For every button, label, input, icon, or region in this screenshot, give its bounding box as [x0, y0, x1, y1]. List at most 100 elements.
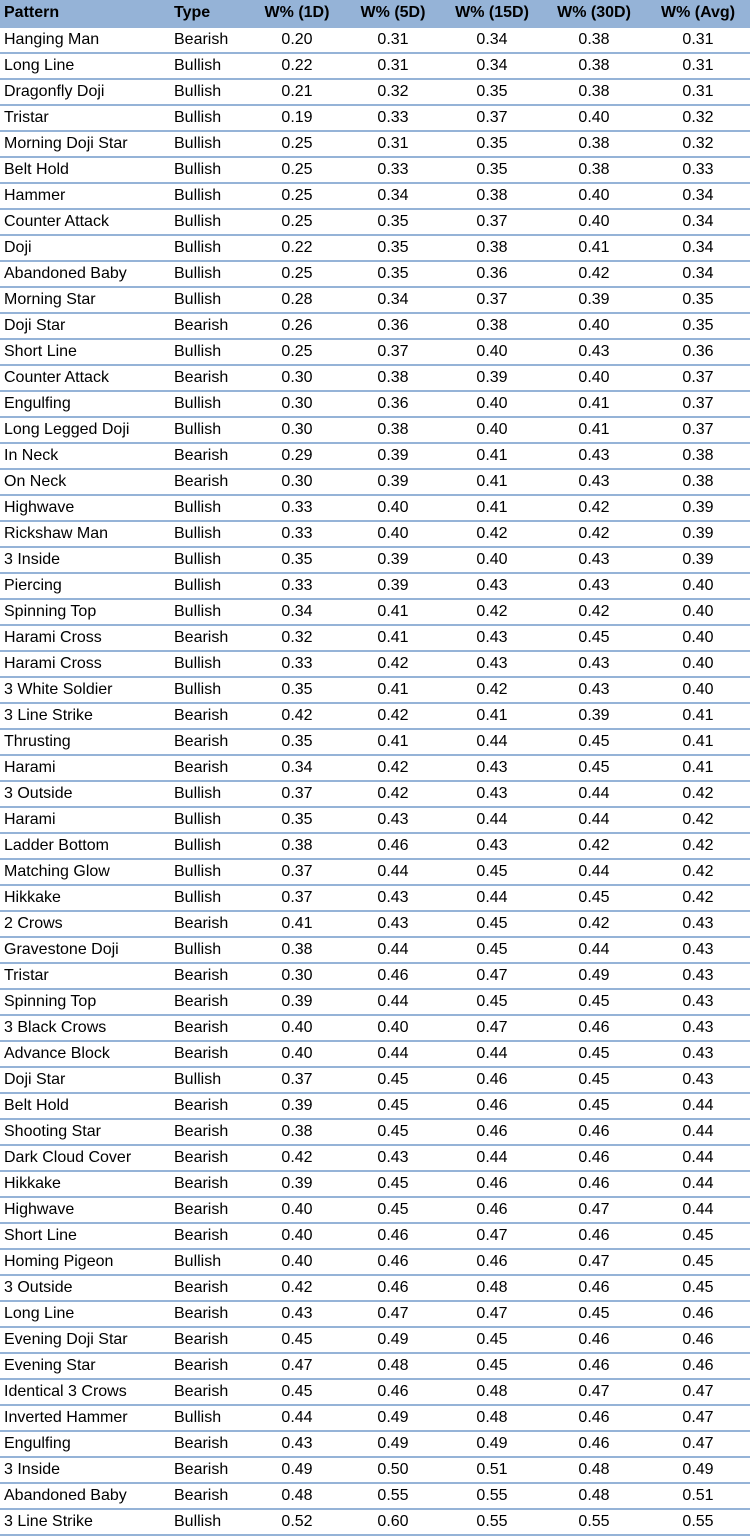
win-5d-cell: 0.49 — [344, 1405, 442, 1432]
table-row: Identical 3 Crows Bearish 0.45 0.46 0.48 0.47… — [0, 1379, 750, 1406]
win-avg-cell: 0.42 — [646, 807, 750, 834]
win-5d-cell: 0.46 — [344, 1379, 442, 1406]
win-avg-cell: 0.34 — [646, 261, 750, 288]
win-5d-cell: 0.36 — [344, 391, 442, 418]
pattern-name-cell: Long Legged Doji — [0, 417, 170, 444]
win-1d-cell: 0.34 — [250, 755, 344, 782]
pattern-type-cell: Bearish — [170, 1015, 250, 1042]
win-avg-cell: 0.45 — [646, 1275, 750, 1302]
win-1d-cell: 0.25 — [250, 209, 344, 236]
win-30d-cell: 0.44 — [542, 859, 646, 886]
table-row: Tristar Bullish 0.19 0.33 0.37 0.40 0.32 — [0, 105, 750, 132]
win-30d-cell: 0.43 — [542, 651, 646, 678]
win-avg-cell: 0.39 — [646, 495, 750, 522]
win-15d-cell: 0.41 — [442, 443, 542, 470]
pattern-name-cell: Homing Pigeon — [0, 1249, 170, 1276]
win-1d-cell: 0.40 — [250, 1041, 344, 1068]
header-win-1d: W% (1D) — [250, 0, 344, 28]
table-row: Piercing Bullish 0.33 0.39 0.43 0.43 0.40 — [0, 573, 750, 600]
pattern-type-cell: Bullish — [170, 573, 250, 600]
win-1d-cell: 0.47 — [250, 1353, 344, 1380]
pattern-type-cell: Bullish — [170, 391, 250, 418]
win-30d-cell: 0.41 — [542, 417, 646, 444]
table-row: Doji Star Bullish 0.37 0.45 0.46 0.45 0.43 — [0, 1067, 750, 1094]
win-15d-cell: 0.38 — [442, 235, 542, 262]
pattern-name-cell: 3 Outside — [0, 1275, 170, 1302]
win-30d-cell: 0.38 — [542, 131, 646, 158]
win-15d-cell: 0.47 — [442, 1301, 542, 1328]
table-row: Tristar Bearish 0.30 0.46 0.47 0.49 0.43 — [0, 963, 750, 990]
win-5d-cell: 0.31 — [344, 53, 442, 80]
win-1d-cell: 0.40 — [250, 1223, 344, 1250]
win-30d-cell: 0.38 — [542, 79, 646, 106]
win-avg-cell: 0.46 — [646, 1353, 750, 1380]
win-avg-cell: 0.55 — [646, 1509, 750, 1536]
win-15d-cell: 0.36 — [442, 261, 542, 288]
pattern-name-cell: Thrusting — [0, 729, 170, 756]
pattern-name-cell: Morning Doji Star — [0, 131, 170, 158]
table-row: Belt Hold Bullish 0.25 0.33 0.35 0.38 0.33 — [0, 157, 750, 184]
table-row: Harami Bullish 0.35 0.43 0.44 0.44 0.42 — [0, 807, 750, 834]
win-30d-cell: 0.43 — [542, 573, 646, 600]
pattern-type-cell: Bullish — [170, 495, 250, 522]
win-15d-cell: 0.45 — [442, 1353, 542, 1380]
win-30d-cell: 0.46 — [542, 1119, 646, 1146]
win-15d-cell: 0.47 — [442, 1223, 542, 1250]
table-row: 3 Inside Bullish 0.35 0.39 0.40 0.43 0.39 — [0, 547, 750, 574]
win-30d-cell: 0.43 — [542, 469, 646, 496]
win-15d-cell: 0.41 — [442, 469, 542, 496]
win-5d-cell: 0.37 — [344, 339, 442, 366]
win-1d-cell: 0.33 — [250, 495, 344, 522]
pattern-name-cell: Tristar — [0, 963, 170, 990]
win-30d-cell: 0.41 — [542, 391, 646, 418]
win-15d-cell: 0.37 — [442, 105, 542, 132]
table-row: Thrusting Bearish 0.35 0.41 0.44 0.45 0.41 — [0, 729, 750, 756]
pattern-name-cell: Belt Hold — [0, 157, 170, 184]
win-avg-cell: 0.42 — [646, 859, 750, 886]
win-30d-cell: 0.55 — [542, 1509, 646, 1536]
table-row: Rickshaw Man Bullish 0.33 0.40 0.42 0.42 0.39 — [0, 521, 750, 548]
win-1d-cell: 0.37 — [250, 1067, 344, 1094]
table-row: Long Legged Doji Bullish 0.30 0.38 0.40 0.41 0… — [0, 417, 750, 444]
win-15d-cell: 0.37 — [442, 287, 542, 314]
pattern-name-cell: Ladder Bottom — [0, 833, 170, 860]
table-row: 3 Line Strike Bearish 0.42 0.42 0.41 0.39 0.41 — [0, 703, 750, 730]
win-5d-cell: 0.46 — [344, 963, 442, 990]
win-15d-cell: 0.55 — [442, 1509, 542, 1536]
pattern-type-cell: Bullish — [170, 833, 250, 860]
win-5d-cell: 0.35 — [344, 209, 442, 236]
win-avg-cell: 0.34 — [646, 209, 750, 236]
win-30d-cell: 0.47 — [542, 1379, 646, 1406]
win-avg-cell: 0.36 — [646, 339, 750, 366]
win-1d-cell: 0.22 — [250, 53, 344, 80]
win-avg-cell: 0.39 — [646, 547, 750, 574]
table-row: Harami Cross Bearish 0.32 0.41 0.43 0.45 0.40 — [0, 625, 750, 652]
pattern-type-cell: Bearish — [170, 1223, 250, 1250]
win-30d-cell: 0.43 — [542, 677, 646, 704]
win-5d-cell: 0.44 — [344, 989, 442, 1016]
win-1d-cell: 0.35 — [250, 547, 344, 574]
win-avg-cell: 0.43 — [646, 1041, 750, 1068]
win-30d-cell: 0.45 — [542, 625, 646, 652]
win-30d-cell: 0.46 — [542, 1327, 646, 1354]
win-30d-cell: 0.40 — [542, 365, 646, 392]
win-15d-cell: 0.44 — [442, 729, 542, 756]
pattern-type-cell: Bearish — [170, 1457, 250, 1484]
win-5d-cell: 0.42 — [344, 703, 442, 730]
win-5d-cell: 0.49 — [344, 1431, 442, 1458]
pattern-type-cell: Bullish — [170, 157, 250, 184]
table-row: Shooting Star Bearish 0.38 0.45 0.46 0.46 0.44 — [0, 1119, 750, 1146]
win-15d-cell: 0.45 — [442, 1327, 542, 1354]
win-avg-cell: 0.49 — [646, 1457, 750, 1484]
win-15d-cell: 0.48 — [442, 1379, 542, 1406]
pattern-type-cell: Bullish — [170, 885, 250, 912]
win-30d-cell: 0.45 — [542, 755, 646, 782]
pattern-name-cell: 3 White Soldier — [0, 677, 170, 704]
win-30d-cell: 0.46 — [542, 1223, 646, 1250]
pattern-name-cell: Piercing — [0, 573, 170, 600]
pattern-type-cell: Bullish — [170, 859, 250, 886]
table-row: Doji Star Bearish 0.26 0.36 0.38 0.40 0.35 — [0, 313, 750, 340]
win-avg-cell: 0.41 — [646, 729, 750, 756]
win-1d-cell: 0.48 — [250, 1483, 344, 1510]
